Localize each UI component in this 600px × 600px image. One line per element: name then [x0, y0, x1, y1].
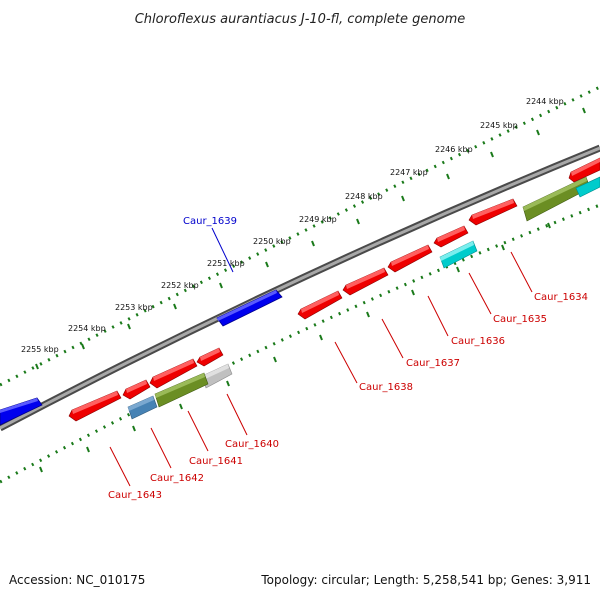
- tick-label: 2247 kbp: [390, 168, 428, 177]
- accession-label: Accession: NC_010175: [9, 573, 146, 587]
- gene-caur-1638-b[interactable]: [297, 290, 343, 320]
- scale-tick-labels: 2244 kbp 2245 kbp 2246 kbp 2247 kbp 2248…: [21, 97, 564, 354]
- tick-label: 2246 kbp: [435, 145, 473, 154]
- tick-label: 2254 kbp: [68, 324, 106, 333]
- tick-label: 2251 kbp: [207, 259, 245, 268]
- gene-label-caur-1641[interactable]: Caur_1641: [189, 456, 243, 467]
- gene-label-caur-1636[interactable]: Caur_1636: [451, 336, 505, 347]
- genome-backbone: [0, 144, 600, 432]
- outer-major-ticks: [35, 107, 586, 370]
- gene-label-caur-1639[interactable]: Caur_1639: [183, 216, 237, 227]
- inner-major-ticks: [39, 222, 551, 473]
- tick-label: 2253 kbp: [115, 303, 153, 312]
- gene-label-caur-1637[interactable]: Caur_1637: [406, 358, 460, 369]
- gene-caur-1637[interactable]: [387, 244, 433, 273]
- cog-steel-1642[interactable]: [127, 395, 158, 420]
- reverse-genes: [68, 157, 600, 422]
- gene-label-caur-1640[interactable]: Caur_1640: [225, 439, 279, 450]
- gene-label-caur-1643[interactable]: Caur_1643: [108, 490, 162, 501]
- gene-caur-1642[interactable]: [122, 379, 151, 400]
- gene-caur-1636[interactable]: [433, 225, 469, 248]
- inner-scale: [0, 203, 600, 484]
- tick-label: 2245 kbp: [480, 121, 518, 130]
- cog-olive-right[interactable]: [522, 176, 591, 222]
- gene-caur-1635[interactable]: [468, 198, 518, 226]
- gene-caur-1643[interactable]: [68, 390, 122, 422]
- tick-label: 2250 kbp: [253, 237, 291, 246]
- cog-olive-1641[interactable]: [154, 372, 209, 408]
- topology-summary: Topology: circular; Length: 5,258,541 bp…: [261, 573, 591, 587]
- gene-label-caur-1642[interactable]: Caur_1642: [150, 473, 204, 484]
- tick-label: 2249 kbp: [299, 215, 337, 224]
- tick-label: 2244 kbp: [526, 97, 564, 106]
- map-title: Chloroflexus aurantiacus J-10-fl, comple…: [135, 12, 466, 27]
- tick-label: 2252 kbp: [161, 281, 199, 290]
- gene-left-edge[interactable]: [0, 397, 43, 426]
- gene-caur-1640[interactable]: [196, 347, 224, 367]
- gene-labels: Caur_1634 Caur_1635 Caur_1636 Caur_1637 …: [108, 216, 588, 501]
- outer-scale: [0, 85, 600, 387]
- tick-label: 2248 kbp: [345, 192, 383, 201]
- gene-label-caur-1634[interactable]: Caur_1634: [534, 292, 588, 303]
- gene-caur-1641[interactable]: [149, 358, 198, 389]
- gene-caur-1638-a[interactable]: [342, 267, 389, 296]
- cog-cyan-right[interactable]: [575, 176, 600, 198]
- gene-caur-1639[interactable]: [216, 289, 283, 327]
- label-leaders: [109, 227, 533, 487]
- gene-caur-1634[interactable]: [568, 157, 600, 183]
- gene-label-caur-1638[interactable]: Caur_1638: [359, 382, 413, 393]
- gene-label-caur-1635[interactable]: Caur_1635: [493, 314, 547, 325]
- tick-label: 2255 kbp: [21, 345, 59, 354]
- cog-features: [127, 176, 600, 420]
- forward-genes: [0, 289, 283, 426]
- cog-cyan-1635[interactable]: [439, 240, 478, 269]
